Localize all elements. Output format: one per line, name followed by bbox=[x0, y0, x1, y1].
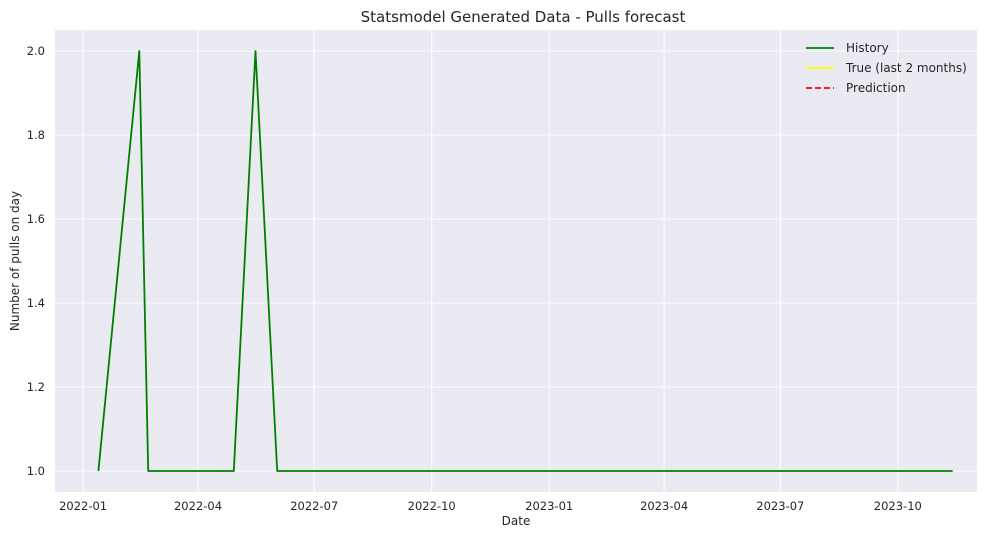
x-tick-label: 2023-01 bbox=[525, 499, 573, 513]
y-axis-label: Number of pulls on day bbox=[8, 191, 22, 331]
y-tick-label: 1.8 bbox=[27, 128, 45, 142]
x-axis-label: Date bbox=[502, 514, 531, 528]
x-tick-label: 2022-10 bbox=[408, 499, 456, 513]
x-tick-label: 2022-01 bbox=[59, 499, 107, 513]
x-axis-ticks: 2022-01 2022-04 2022-07 2022-10 2023-01 2023-… bbox=[59, 499, 922, 513]
plot-area bbox=[55, 30, 977, 492]
series-line-history bbox=[97, 50, 953, 472]
y-tick-label: 1.0 bbox=[27, 464, 45, 478]
legend: History True (last 2 months) Prediction bbox=[806, 41, 967, 95]
chart-title: Statsmodel Generated Data - Pulls foreca… bbox=[361, 8, 686, 26]
x-tick-label: 2022-04 bbox=[174, 499, 222, 513]
x-tick-label: 2022-07 bbox=[290, 499, 338, 513]
legend-label: History bbox=[846, 41, 889, 55]
y-tick-label: 1.4 bbox=[27, 296, 45, 310]
x-tick-label: 2023-07 bbox=[756, 499, 804, 513]
x-tick-label: 2023-10 bbox=[874, 499, 922, 513]
legend-label: Prediction bbox=[846, 81, 906, 95]
series-lines bbox=[97, 50, 953, 472]
y-tick-label: 1.6 bbox=[27, 212, 45, 226]
y-tick-label: 1.2 bbox=[27, 380, 45, 394]
y-axis-ticks: 1.0 1.2 1.4 1.6 1.8 2.0 bbox=[27, 44, 45, 478]
x-tick-label: 2023-04 bbox=[640, 499, 688, 513]
y-tick-label: 2.0 bbox=[27, 44, 45, 58]
legend-label: True (last 2 months) bbox=[845, 61, 967, 75]
